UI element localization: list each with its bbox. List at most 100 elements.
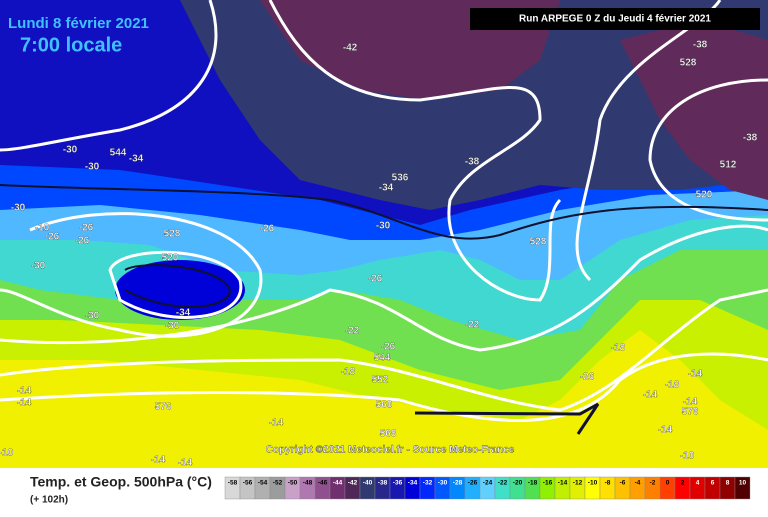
contour-label: -14 [151,455,166,466]
contour-label: 576 [155,402,172,413]
contour-label: -38 [693,40,708,51]
copyright: Copyright ©2021 Meteociel.fr - Source Me… [266,445,515,456]
map: -42 -38528-38512520-38536-34544-34-30-30-… [0,0,768,469]
contour-label: -30 [165,321,180,332]
contour-label: -34 [176,308,191,319]
contour-label: -18 [665,380,680,391]
drawn-arrow [414,402,600,435]
scale-label: -2 [650,480,656,487]
date: Lundi 8 février 2021 [8,15,149,32]
contour-label: -30 [85,311,100,322]
contour-label: -30 [85,162,100,173]
scale-label: -28 [453,480,463,487]
scale-label: -36 [393,480,403,487]
scale-label: 6 [711,480,715,487]
contour-label: 544 [374,353,391,364]
contour-label: 544 [110,148,127,159]
contour-label: -34 [129,154,144,165]
contour-label: -26 [79,223,94,234]
time: 7:00 locale [20,34,122,56]
scale-label: -22 [498,480,508,487]
contour-labels: -42 -38528-38512520-38536-34544-34-30-30-… [0,39,758,469]
scale-label: -4 [635,480,641,487]
scale-label: -6 [620,480,626,487]
contour [0,288,768,412]
contour-label: 552 [372,375,389,386]
scale-label: -8 [605,480,611,487]
contour-label: -26 [381,342,396,353]
scale-label: -54 [258,480,268,487]
contour [108,250,243,319]
color-scale: -58 -56 -54 -52 -50 -48 -46 -44 -42 -40 -38 -36 -34-… [224,476,751,500]
scale-label: -18 [528,480,538,487]
contour-label: -14 [17,386,32,397]
scale-label: -56 [243,480,253,487]
contour-label: 520 [696,190,713,201]
contour [0,0,218,152]
scale-label: -58 [228,480,238,487]
contour-label: -34 [379,183,394,194]
run-info: Run ARPEGE 0 Z du Jeudi 4 février 2021 [519,14,711,25]
scale-label: -50 [288,480,298,487]
contour-label: -14 [643,390,658,401]
contour-label: -14 [683,397,698,408]
contour-label: -30 [31,261,46,272]
contour-label: 536 [392,173,409,184]
contour-label: -18 [341,367,356,378]
scale-label: -24 [483,480,493,487]
scale-label: 8 [726,480,730,487]
contour-low [124,264,232,308]
contour-label: 560 [376,400,393,411]
scale-label: -48 [303,480,313,487]
contour-label: -26 [45,232,60,243]
scale-label: -38 [378,480,388,487]
contour-label: -22 [345,326,360,337]
contour-label: 576 [682,407,699,418]
contour-label: -14 [17,398,32,409]
scale-label: -20 [513,480,523,487]
contour-label: 528 [680,58,697,69]
scale-label: -30 [438,480,448,487]
contour-label: 528 [164,229,181,240]
contour-label: -30 [11,203,26,214]
scale-label: 2 [681,480,685,487]
contour-label: -26 [368,274,383,285]
contour [0,212,263,338]
scale-label: 10 [739,480,747,487]
scale-label: -26 [468,480,478,487]
run-box [470,8,760,30]
contour-label: 528 [530,237,547,248]
scale-label: -16 [543,480,553,487]
scale-label: -40 [363,480,373,487]
contour-label: -10 [35,223,50,234]
contour-label: -14 [269,418,284,429]
contour [0,224,768,352]
contour-label: 512 [720,160,737,171]
scale-label: 4 [696,480,700,487]
scale-label: -46 [318,480,328,487]
footer-title: Temp. et Geop. 500hPa (°C) [30,474,212,490]
contour-label: -38 [743,133,758,144]
contour-label: 520 [162,253,179,264]
scale-label: 0 [666,480,670,487]
contour-label: -22 [465,320,480,331]
contour-label: -30 [63,145,78,156]
contour [0,352,768,422]
contour-label: -10 [680,451,695,462]
contour-label: -14 [178,458,193,469]
contour-label: -26 [75,236,90,247]
scale-label: -44 [333,480,343,487]
contour-main [0,184,768,240]
contour-label: -26 [580,372,595,383]
scale-label: -32 [423,480,433,487]
field-purple [260,0,768,200]
contour-label: -14 [688,369,703,380]
contour-label: -26 [260,224,275,235]
contour-label: -18 [611,343,626,354]
scale-label: -52 [273,480,283,487]
lead-time: (+ 102h) [30,495,68,506]
contour-label: -42 [343,43,358,54]
contour-label: -14 [658,425,673,436]
contour-label: -30 [376,221,391,232]
scale-label: -42 [348,480,358,487]
